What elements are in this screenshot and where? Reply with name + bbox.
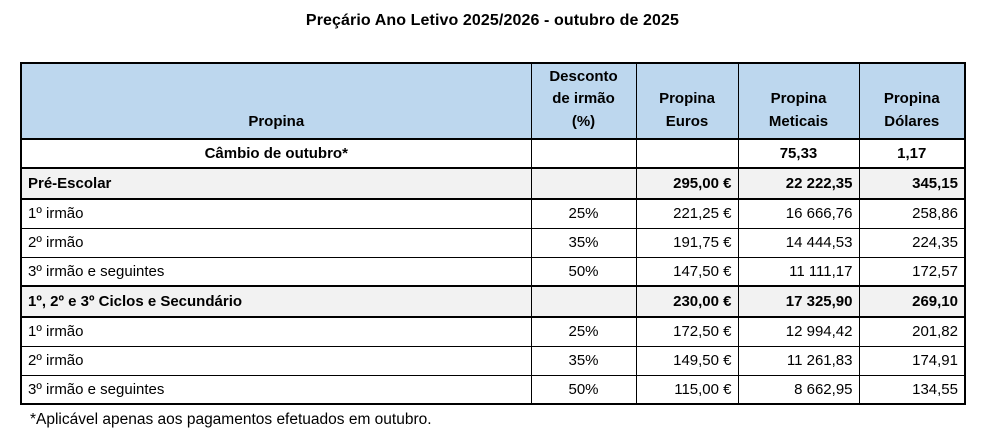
row-label: 1º irmão (20, 316, 532, 347)
row-label: 1º, 2º e 3º Ciclos e Secundário (20, 285, 532, 318)
table-row-cambio: Câmbio de outubro* 75,33 1,17 (20, 138, 966, 169)
row-label: 1º irmão (20, 198, 532, 229)
col-header-desconto-irmao: Desconto de irmão (%) (530, 62, 637, 140)
col-header-propina-euros: Propina Euros (635, 62, 739, 140)
cell-desconto: 25% (530, 198, 637, 229)
row-label: 2º irmão (20, 227, 532, 258)
cell-euros: 149,50 € (635, 345, 739, 376)
cell-desconto: 50% (530, 256, 637, 287)
row-label: 2º irmão (20, 345, 532, 376)
table-row-pre-escolar: Pré-Escolar 295,00 € 22 222,35 345,15 (20, 167, 966, 200)
cell-meticais: 11 111,17 (737, 256, 860, 287)
cell-euros: 115,00 € (635, 374, 739, 405)
price-table: Propina Desconto de irmão (%) Propina Eu… (20, 62, 966, 405)
table-row: 2º irmão 35% 149,50 € 11 261,83 174,91 (20, 345, 966, 376)
table-row: 2º irmão 35% 191,75 € 14 444,53 224,35 (20, 227, 966, 258)
cell-euros: 230,00 € (635, 285, 739, 318)
table-row: 1º irmão 25% 172,50 € 12 994,42 201,82 (20, 316, 966, 347)
cell-desconto: 50% (530, 374, 637, 405)
col-header-propina-dolares: Propina Dólares (858, 62, 966, 140)
cell-meticais: 16 666,76 (737, 198, 860, 229)
cell-dolares: 174,91 (858, 345, 966, 376)
cell-desconto (530, 285, 637, 318)
cell-meticais: 8 662,95 (737, 374, 860, 405)
table-row-ciclos-secundario: 1º, 2º e 3º Ciclos e Secundário 230,00 €… (20, 285, 966, 318)
cell-desconto (530, 138, 637, 169)
cell-dolares: 134,55 (858, 374, 966, 405)
row-label: 3º irmão e seguintes (20, 374, 532, 405)
row-label: 3º irmão e seguintes (20, 256, 532, 287)
cell-meticais: 17 325,90 (737, 285, 860, 318)
table-row: 1º irmão 25% 221,25 € 16 666,76 258,86 (20, 198, 966, 229)
cell-dolares: 201,82 (858, 316, 966, 347)
cell-dolares: 172,57 (858, 256, 966, 287)
cell-euros: 191,75 € (635, 227, 739, 258)
cell-dolares: 224,35 (858, 227, 966, 258)
cell-desconto (530, 167, 637, 200)
row-label: Câmbio de outubro* (20, 138, 532, 169)
cell-euros: 172,50 € (635, 316, 739, 347)
cell-euros: 221,25 € (635, 198, 739, 229)
cell-desconto: 25% (530, 316, 637, 347)
cell-meticais: 14 444,53 (737, 227, 860, 258)
cell-meticais: 12 994,42 (737, 316, 860, 347)
cell-dolares: 258,86 (858, 198, 966, 229)
col-header-propina-meticais: Propina Meticais (737, 62, 860, 140)
cell-dolares: 1,17 (858, 138, 966, 169)
cell-dolares: 269,10 (858, 285, 966, 318)
table-row: 3º irmão e seguintes 50% 147,50 € 11 111… (20, 256, 966, 287)
page-title: Preçário Ano Letivo 2025/2026 - outubro … (305, 12, 680, 29)
cell-meticais: 75,33 (737, 138, 860, 169)
cell-desconto: 35% (530, 227, 637, 258)
row-label: Pré-Escolar (20, 167, 532, 200)
table-row: 3º irmão e seguintes 50% 115,00 € 8 662,… (20, 374, 966, 405)
cell-euros: 147,50 € (635, 256, 739, 287)
cell-meticais: 11 261,83 (737, 345, 860, 376)
cell-dolares: 345,15 (858, 167, 966, 200)
footnote: *Aplicável apenas aos pagamentos efetuad… (30, 411, 432, 428)
cell-euros (635, 138, 739, 169)
cell-euros: 295,00 € (635, 167, 739, 200)
table-header-row: Propina Desconto de irmão (%) Propina Eu… (20, 62, 966, 140)
col-header-propina: Propina (20, 62, 532, 140)
cell-desconto: 35% (530, 345, 637, 376)
cell-meticais: 22 222,35 (737, 167, 860, 200)
